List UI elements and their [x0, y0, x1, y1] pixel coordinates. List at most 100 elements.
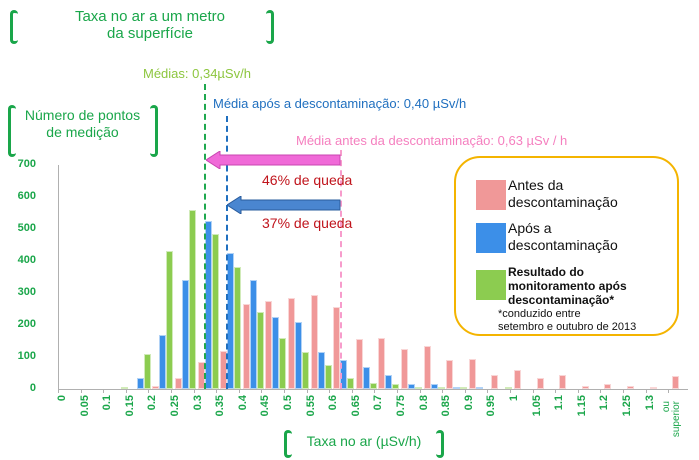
x-tick-label: 0.6 — [327, 395, 340, 411]
bar — [505, 387, 513, 390]
y-axis-title: Número de pontos de medição — [10, 107, 155, 141]
title-bracket-left — [10, 10, 18, 44]
bar — [310, 294, 318, 389]
x-tick-mark — [284, 389, 285, 393]
bar — [355, 339, 363, 389]
x-tick-label: 0.2 — [146, 395, 159, 411]
bar — [468, 358, 476, 389]
y-tick-label: 400 — [17, 254, 36, 266]
bar — [672, 376, 680, 389]
bar — [121, 387, 129, 390]
x-tick-label: 0.25 — [169, 395, 181, 417]
bar — [234, 267, 242, 389]
x-tick-mark — [645, 389, 647, 393]
x-tick-label: 0.9 — [462, 395, 475, 411]
bar — [604, 384, 612, 389]
mean-label-after: Média após a descontaminação: 0,40 µSv/h — [213, 96, 467, 111]
x-tick-label: 0.45 — [259, 395, 272, 417]
legend: Antes da descontaminação Após a desconta… — [454, 156, 679, 336]
mean-line-monitoring — [204, 84, 206, 389]
y-tick-label: 700 — [17, 158, 36, 170]
mean-label-monitoring: Médias: 0,34µSv/h — [143, 66, 251, 81]
x-tick-mark — [351, 389, 353, 393]
bar — [408, 384, 415, 389]
legend-swatch-monitoring — [476, 270, 506, 300]
bar — [362, 366, 370, 389]
x-tick-label: 0.5 — [282, 395, 294, 411]
x-tick-label: 0.4 — [236, 395, 249, 411]
x-tick-mark — [419, 389, 421, 393]
bar — [295, 321, 302, 389]
x-tick-label: 0.55 — [304, 395, 317, 417]
x-tick-mark — [464, 389, 466, 393]
bar — [423, 345, 431, 389]
x-tick-mark — [193, 389, 195, 393]
bar — [227, 253, 235, 389]
x-tick-mark — [148, 389, 150, 393]
bar — [302, 352, 309, 389]
x-tick-mark — [216, 389, 218, 393]
y-tick-label: 500 — [17, 222, 36, 234]
legend-swatch-before — [476, 180, 506, 210]
bar — [256, 312, 264, 389]
x-tick-mark — [125, 389, 127, 393]
mean-line-after — [226, 116, 228, 389]
bar — [460, 387, 468, 390]
x-tick-mark — [555, 389, 557, 393]
bar — [317, 352, 325, 389]
x-tick-mark — [442, 389, 444, 393]
bar — [378, 337, 386, 389]
legend-swatch-after — [476, 223, 506, 253]
x-tick-label: 1.3 — [643, 395, 656, 411]
x-tick-label: 0.15 — [123, 395, 136, 417]
y-tick-label: 300 — [17, 286, 36, 298]
x-tick-mark — [171, 389, 172, 393]
bar — [581, 385, 589, 389]
x-axis-line — [58, 389, 688, 390]
bar — [415, 387, 422, 390]
x-tick-label: 0.75 — [395, 395, 407, 417]
x-tick-mark — [238, 389, 240, 393]
bar — [536, 377, 544, 389]
bar — [152, 385, 160, 389]
bar — [279, 337, 287, 389]
pink-drop-arrow — [205, 150, 342, 170]
mean-label-before: Média antes da descontaminação: 0,63 µSv… — [296, 133, 568, 148]
ytitle-bracket-left — [8, 105, 16, 157]
bar — [369, 382, 377, 389]
x-tick-label: 0.85 — [440, 395, 453, 417]
x-tick-mark — [510, 389, 511, 393]
x-tick-label: 1.1 — [553, 395, 566, 411]
bar — [392, 384, 400, 389]
x-tick-label: ou superior — [661, 401, 683, 438]
bar — [333, 307, 341, 389]
x-tick-mark — [306, 389, 308, 393]
bar — [559, 374, 567, 389]
bar — [491, 374, 499, 389]
bar — [143, 353, 151, 389]
bar — [189, 209, 196, 389]
bar — [514, 369, 521, 389]
title-bracket-right — [266, 10, 274, 44]
bar — [272, 317, 280, 389]
bar — [242, 304, 250, 389]
bar — [446, 360, 454, 389]
xtitle-bracket-right — [436, 430, 444, 458]
x-tick-label: 1 — [508, 395, 520, 402]
drop-label-pink: 46% de queda — [262, 172, 353, 188]
bar — [288, 297, 295, 389]
chart-title-line1: Taxa no ar a um metro — [74, 8, 226, 25]
y-tick-label: 100 — [17, 350, 36, 362]
legend-label-monitoring: Resultado do monitoramento após desconta… — [508, 265, 627, 307]
x-tick-mark — [487, 389, 489, 393]
x-tick-label: 1.2 — [598, 395, 611, 411]
xtitle-bracket-left — [284, 430, 292, 458]
x-tick-label: 0.8 — [417, 395, 430, 411]
x-tick-label: 1.15 — [575, 395, 588, 417]
ytitle-bracket-right — [150, 105, 158, 157]
bar — [175, 377, 182, 389]
y-axis-title-line2: de medição — [46, 124, 119, 140]
chart-title: Taxa no ar a um metro da superfície — [30, 8, 270, 42]
bar — [649, 387, 657, 390]
x-tick-label: 0.95 — [485, 395, 498, 417]
